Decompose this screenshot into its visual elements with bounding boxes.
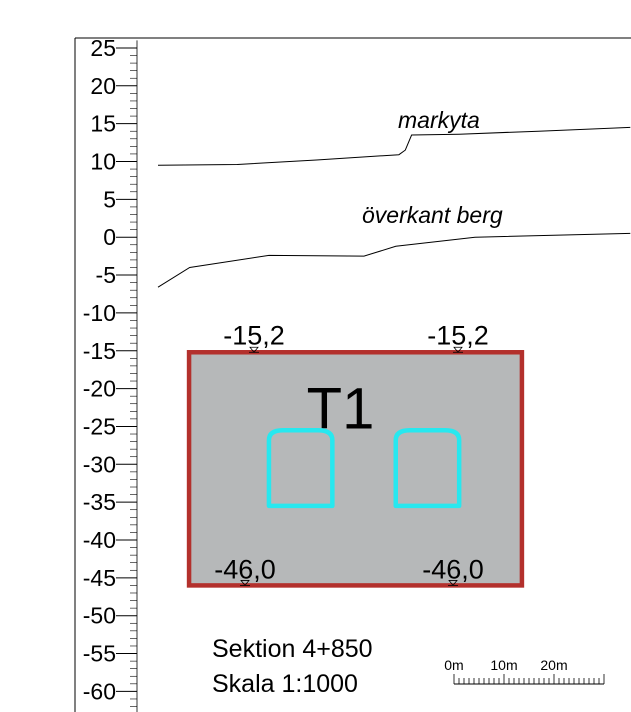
tick-label: 15	[90, 111, 116, 137]
level-marker-icon	[240, 580, 250, 587]
tick-label: 20	[90, 73, 116, 99]
markyta-label: markyta	[398, 107, 480, 133]
tick-label: -15	[83, 338, 116, 364]
scale-bar-label: 0m	[444, 657, 463, 673]
tick-label: 0	[103, 224, 116, 250]
tick-label: -60	[83, 678, 116, 704]
overkant-berg-label: överkant berg	[362, 202, 503, 228]
tunnel-right	[393, 427, 462, 509]
profile-lines: markyta överkant berg	[157, 107, 631, 288]
tick-label: -30	[83, 451, 116, 477]
tick-label: -5	[96, 262, 116, 288]
scale-bar-label: 10m	[490, 657, 517, 673]
section-info: Sektion 4+850 Skala 1:1000	[212, 635, 373, 698]
level-label-top-right: -15,2	[427, 320, 489, 350]
tick-label: 5	[103, 186, 116, 212]
level-label-bottom-right: -46,0	[422, 554, 484, 584]
tick-label: -20	[83, 376, 116, 402]
tick-label: -55	[83, 641, 116, 667]
markyta-line	[157, 126, 631, 166]
tick-label: -25	[83, 413, 116, 439]
tick-label: 10	[90, 149, 116, 175]
scale-bar: 0m 10m 20m	[444, 657, 605, 685]
scale-bar-label: 20m	[540, 657, 567, 673]
level-label-top-left: -15,2	[223, 320, 285, 350]
tick-label: -10	[83, 300, 116, 326]
section-label: Sektion 4+850	[212, 635, 373, 663]
tick-label: -40	[83, 527, 116, 553]
level-marker-icon	[249, 346, 259, 353]
drawing-frame	[74, 37, 631, 712]
tick-label: -50	[83, 603, 116, 629]
scale-label: Skala 1:1000	[212, 670, 358, 698]
level-marker-icon	[448, 580, 458, 587]
tunnel-left	[266, 427, 335, 509]
tunnel-outlines	[266, 427, 462, 509]
overkant-berg-line	[157, 232, 631, 288]
tick-label: -35	[83, 489, 116, 515]
zone-rectangle	[186, 350, 525, 588]
elevation-ruler: 25 20 15 10 5 0 -5 -10 -15 -20 -25 -30 -35 -40 -45 -50 -…	[83, 35, 138, 712]
level-marker-icon	[453, 346, 463, 353]
tick-label: -45	[83, 565, 116, 591]
zone-level-labels: -15,2 -15,2 -46,0 -46,0	[214, 320, 489, 587]
level-label-bottom-left: -46,0	[214, 554, 276, 584]
tick-label: 25	[90, 35, 116, 61]
zone-t1: T1	[186, 350, 525, 588]
